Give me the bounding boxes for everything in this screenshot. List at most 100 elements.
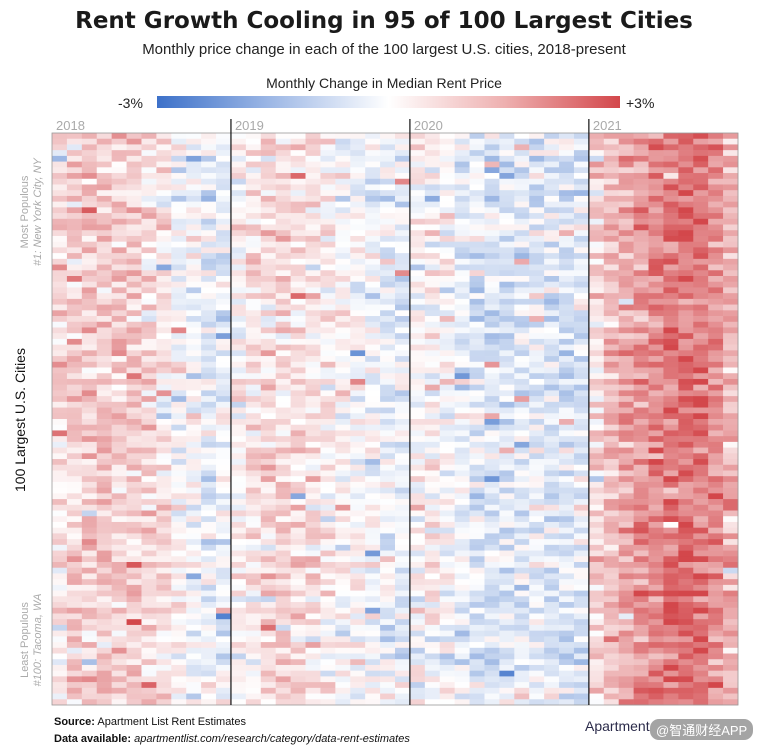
heatmap-cell <box>663 687 679 694</box>
heatmap-cell <box>66 264 83 271</box>
heatmap-cell <box>216 155 232 162</box>
heatmap-cell <box>335 470 351 477</box>
heatmap-cell <box>723 361 739 368</box>
heatmap-cell <box>52 516 68 523</box>
heatmap-cell <box>693 544 709 551</box>
heatmap-cell <box>708 664 724 671</box>
heatmap-cell <box>395 150 411 157</box>
heatmap-cell <box>663 693 679 700</box>
heatmap-cell <box>678 687 694 694</box>
heatmap-cell <box>633 276 649 283</box>
heatmap-cell <box>529 235 545 242</box>
heatmap-cell <box>678 676 694 683</box>
heatmap-cell <box>260 453 276 460</box>
heatmap-cell <box>260 464 276 471</box>
heatmap-cell <box>678 596 694 603</box>
heatmap-cell <box>573 304 590 311</box>
heatmap-cell <box>290 539 306 546</box>
heatmap-cell <box>275 516 291 523</box>
heatmap-cell <box>186 390 202 397</box>
heatmap-cell <box>156 338 172 345</box>
heatmap-cell <box>529 173 545 180</box>
heatmap-cell <box>305 447 321 454</box>
heatmap-cell <box>424 630 441 637</box>
heatmap-cell <box>588 607 605 614</box>
heatmap-cell <box>380 316 396 323</box>
heatmap-cell <box>66 327 83 334</box>
heatmap-cell <box>305 396 321 403</box>
heatmap-cell <box>469 659 485 666</box>
heatmap-cell <box>395 167 411 174</box>
heatmap-cell <box>588 338 605 345</box>
heatmap-cell <box>424 310 441 317</box>
heatmap-cell <box>320 562 336 569</box>
heatmap-cell <box>678 321 694 328</box>
heatmap-cell <box>633 493 649 500</box>
heatmap-cell <box>126 436 142 443</box>
heatmap-cell <box>499 579 515 586</box>
heatmap-cell <box>275 664 291 671</box>
heatmap-cell <box>171 590 187 597</box>
heatmap-cell <box>409 539 426 546</box>
heatmap-cell <box>603 453 619 460</box>
heatmap-cell <box>469 361 485 368</box>
heatmap-cell <box>380 173 396 180</box>
heatmap-cell <box>96 367 112 374</box>
heatmap-cell <box>320 419 336 426</box>
heatmap-cell <box>380 396 396 403</box>
heatmap-cell <box>409 144 426 151</box>
heatmap-cell <box>603 556 619 563</box>
heatmap-cell <box>201 195 217 202</box>
heatmap-cell <box>186 567 202 574</box>
heatmap-cell <box>454 281 470 288</box>
heatmap-cell <box>723 247 739 254</box>
heatmap-cell <box>693 144 709 151</box>
heatmap-cell <box>454 258 470 265</box>
heatmap-cell <box>529 664 545 671</box>
heatmap-cell <box>96 247 112 254</box>
heatmap-cell <box>424 459 441 466</box>
heatmap-cell <box>633 310 649 317</box>
heatmap-cell <box>380 693 396 700</box>
heatmap-cell <box>708 281 724 288</box>
heatmap-cell <box>305 184 321 191</box>
heatmap-cell <box>52 138 68 145</box>
heatmap-cell <box>126 133 142 140</box>
heatmap-cell <box>350 670 366 677</box>
heatmap-cell <box>380 567 396 574</box>
heatmap-cell <box>201 527 217 534</box>
heatmap-cell <box>201 687 217 694</box>
heatmap-cell <box>201 401 217 408</box>
heatmap-cell <box>201 298 217 305</box>
heatmap-cell <box>365 201 381 208</box>
heatmap-cell <box>693 390 709 397</box>
heatmap-cell <box>186 579 202 586</box>
heatmap-cell <box>156 619 172 626</box>
data-available-link[interactable]: apartmentlist.com/research/category/data… <box>134 733 410 745</box>
heatmap-cell <box>395 659 411 666</box>
heatmap-cell <box>439 664 455 671</box>
year-label: 2018 <box>56 118 85 133</box>
heatmap-cell <box>96 699 112 706</box>
heatmap-cell <box>708 510 724 517</box>
heatmap-cell <box>633 687 649 694</box>
heatmap-cell <box>81 476 98 483</box>
heatmap-cell <box>529 556 545 563</box>
heatmap-cell <box>484 384 500 391</box>
heatmap-cell <box>499 539 515 546</box>
heatmap-cell <box>230 419 247 426</box>
heatmap-cell <box>126 550 142 557</box>
heatmap-cell <box>499 167 515 174</box>
heatmap-cell <box>216 173 232 180</box>
heatmap-cell <box>439 476 455 483</box>
heatmap-cell <box>365 304 381 311</box>
heatmap-cell <box>708 499 724 506</box>
heatmap-cell <box>693 624 709 631</box>
heatmap-cell <box>439 607 455 614</box>
heatmap-cell <box>499 230 515 237</box>
heatmap-cell <box>275 316 291 323</box>
heatmap-cell <box>66 630 83 637</box>
heatmap-cell <box>52 419 68 426</box>
heatmap-cell <box>409 133 426 140</box>
heatmap-cell <box>514 190 530 197</box>
